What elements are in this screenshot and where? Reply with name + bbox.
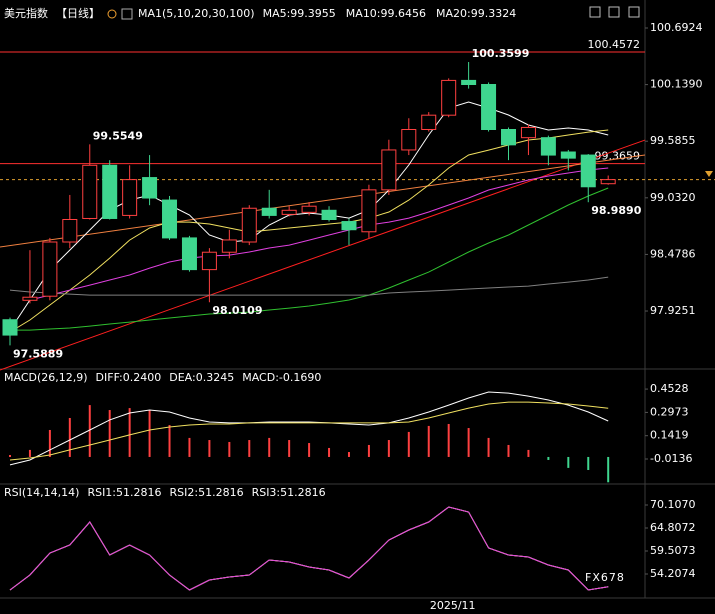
icon[interactable]	[608, 6, 620, 18]
y-tick-label: 70.1070	[650, 498, 696, 511]
line	[10, 187, 609, 331]
candle-body	[401, 129, 417, 151]
candle-body	[122, 179, 138, 216]
line	[9, 506, 609, 591]
y-tick-label: 54.2074	[650, 567, 696, 580]
line	[9, 276, 609, 296]
y-tick-label: 0.2973	[650, 405, 689, 418]
candle-body	[361, 189, 377, 233]
annotation: 98.0109	[212, 304, 262, 317]
candle-body	[381, 149, 397, 191]
candle-body	[421, 114, 437, 130]
candle-body	[241, 207, 257, 243]
level-label: 99.3659	[595, 150, 641, 163]
candle-body	[481, 84, 497, 130]
y-tick-label: 59.5073	[650, 544, 696, 557]
line	[9, 129, 609, 333]
candle-body	[281, 209, 297, 215]
y-tick-label: -0.0136	[650, 452, 692, 465]
legend-entry: DEA:0.3245	[169, 371, 234, 384]
legend-entry: RSI3:51.2816	[252, 486, 326, 499]
toolbar-icons[interactable]	[589, 6, 640, 18]
y-tick-label: 0.4528	[650, 382, 689, 395]
trendline	[0, 154, 646, 248]
y-tick-label: 99.5855	[650, 134, 696, 147]
legend-entry: MA20:99.3324	[436, 7, 516, 20]
candle-body	[162, 199, 178, 239]
line	[9, 506, 609, 591]
price-marker	[705, 171, 713, 177]
candle-body	[181, 237, 197, 271]
chart-title: RSI(14,14,14)	[4, 486, 79, 499]
y-tick-label: 0.1419	[650, 429, 689, 442]
candle-body	[301, 205, 317, 213]
candle-body	[221, 239, 237, 253]
y-tick-label: 100.1390	[650, 78, 703, 91]
y-tick-label: 97.9251	[650, 304, 696, 317]
line	[9, 506, 609, 591]
line	[9, 391, 609, 466]
annotation: 98.9890	[591, 204, 641, 217]
y-tick-label: 64.8072	[650, 521, 696, 534]
candle-body	[102, 164, 118, 219]
candle-body	[580, 154, 596, 188]
y-tick-label: 98.4786	[650, 247, 696, 260]
candle-body	[560, 151, 576, 159]
legend-entry: DIFF:0.2400	[96, 371, 162, 384]
line	[9, 401, 609, 461]
candle-body	[501, 129, 516, 146]
chart-subtitle: 【日线】	[56, 6, 100, 20]
candle-body	[22, 296, 38, 301]
candle-body	[2, 319, 18, 336]
annotation: 97.5889	[13, 347, 63, 360]
candle-body	[82, 164, 98, 219]
legend-entry: MACD:-0.1690	[242, 371, 321, 384]
icon[interactable]	[628, 6, 640, 18]
legend-entry: RSI2:51.2816	[170, 486, 244, 499]
candle-body	[201, 251, 217, 271]
toggle-icon[interactable]	[107, 9, 117, 19]
indicator-label: MA1(5,10,20,30,100)	[138, 7, 255, 20]
candle-body	[142, 177, 158, 199]
annotation: 100.3599	[472, 47, 530, 60]
candle-body	[261, 207, 277, 216]
chart-title: 美元指数	[4, 6, 48, 20]
annotation: 99.5549	[93, 129, 143, 142]
candle-body	[441, 79, 457, 116]
candle-body	[62, 219, 78, 243]
candle-body	[42, 241, 58, 297]
legend-entry: MA10:99.6456	[346, 7, 426, 20]
x-tick-label: 2025/11	[430, 599, 476, 612]
indicator-icon	[121, 8, 133, 20]
y-tick-label: 100.6924	[650, 21, 703, 34]
candle-body	[321, 209, 337, 221]
candle-body	[600, 179, 616, 185]
legend-entry: MA5:99.3955	[263, 7, 336, 20]
y-tick-label: 99.0320	[650, 191, 696, 204]
icon[interactable]	[589, 6, 601, 18]
candle-body	[341, 221, 357, 231]
candle-body	[540, 137, 556, 156]
level-label: 100.4572	[588, 38, 641, 51]
watermark: FX678	[585, 571, 625, 584]
line	[29, 167, 609, 301]
legend-entry: RSI1:51.2816	[87, 486, 161, 499]
chart-title: MACD(26,12,9)	[4, 371, 88, 384]
candle-body	[520, 126, 536, 139]
candle-body	[461, 79, 477, 85]
